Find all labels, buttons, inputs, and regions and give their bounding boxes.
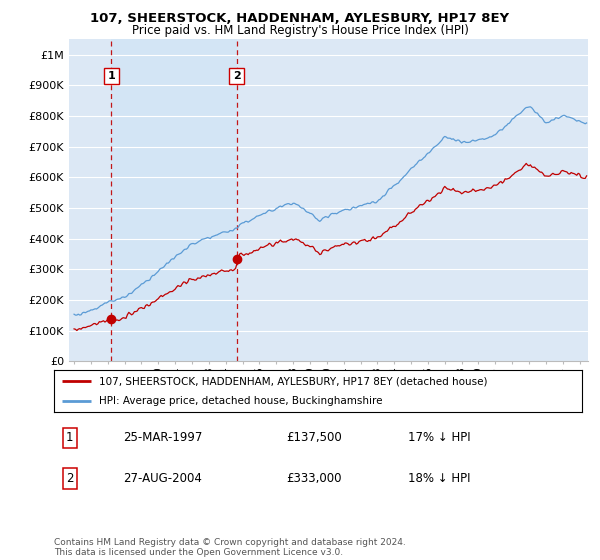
Text: 27-AUG-2004: 27-AUG-2004 (122, 472, 202, 485)
Text: 2: 2 (66, 472, 74, 485)
Text: 107, SHEERSTOCK, HADDENHAM, AYLESBURY, HP17 8EY (detached house): 107, SHEERSTOCK, HADDENHAM, AYLESBURY, H… (99, 376, 487, 386)
Text: HPI: Average price, detached house, Buckinghamshire: HPI: Average price, detached house, Buck… (99, 396, 382, 406)
Text: 2: 2 (233, 71, 241, 81)
Text: £333,000: £333,000 (286, 472, 342, 485)
Text: 17% ↓ HPI: 17% ↓ HPI (408, 431, 470, 445)
Text: 18% ↓ HPI: 18% ↓ HPI (408, 472, 470, 485)
Bar (111, 39, 236, 361)
Text: 1: 1 (107, 71, 115, 81)
Text: 25-MAR-1997: 25-MAR-1997 (122, 431, 202, 445)
Text: Contains HM Land Registry data © Crown copyright and database right 2024.
This d: Contains HM Land Registry data © Crown c… (54, 538, 406, 557)
Text: 1: 1 (66, 431, 74, 445)
Text: £137,500: £137,500 (286, 431, 342, 445)
Text: 107, SHEERSTOCK, HADDENHAM, AYLESBURY, HP17 8EY: 107, SHEERSTOCK, HADDENHAM, AYLESBURY, H… (91, 12, 509, 25)
Text: Price paid vs. HM Land Registry's House Price Index (HPI): Price paid vs. HM Land Registry's House … (131, 24, 469, 36)
